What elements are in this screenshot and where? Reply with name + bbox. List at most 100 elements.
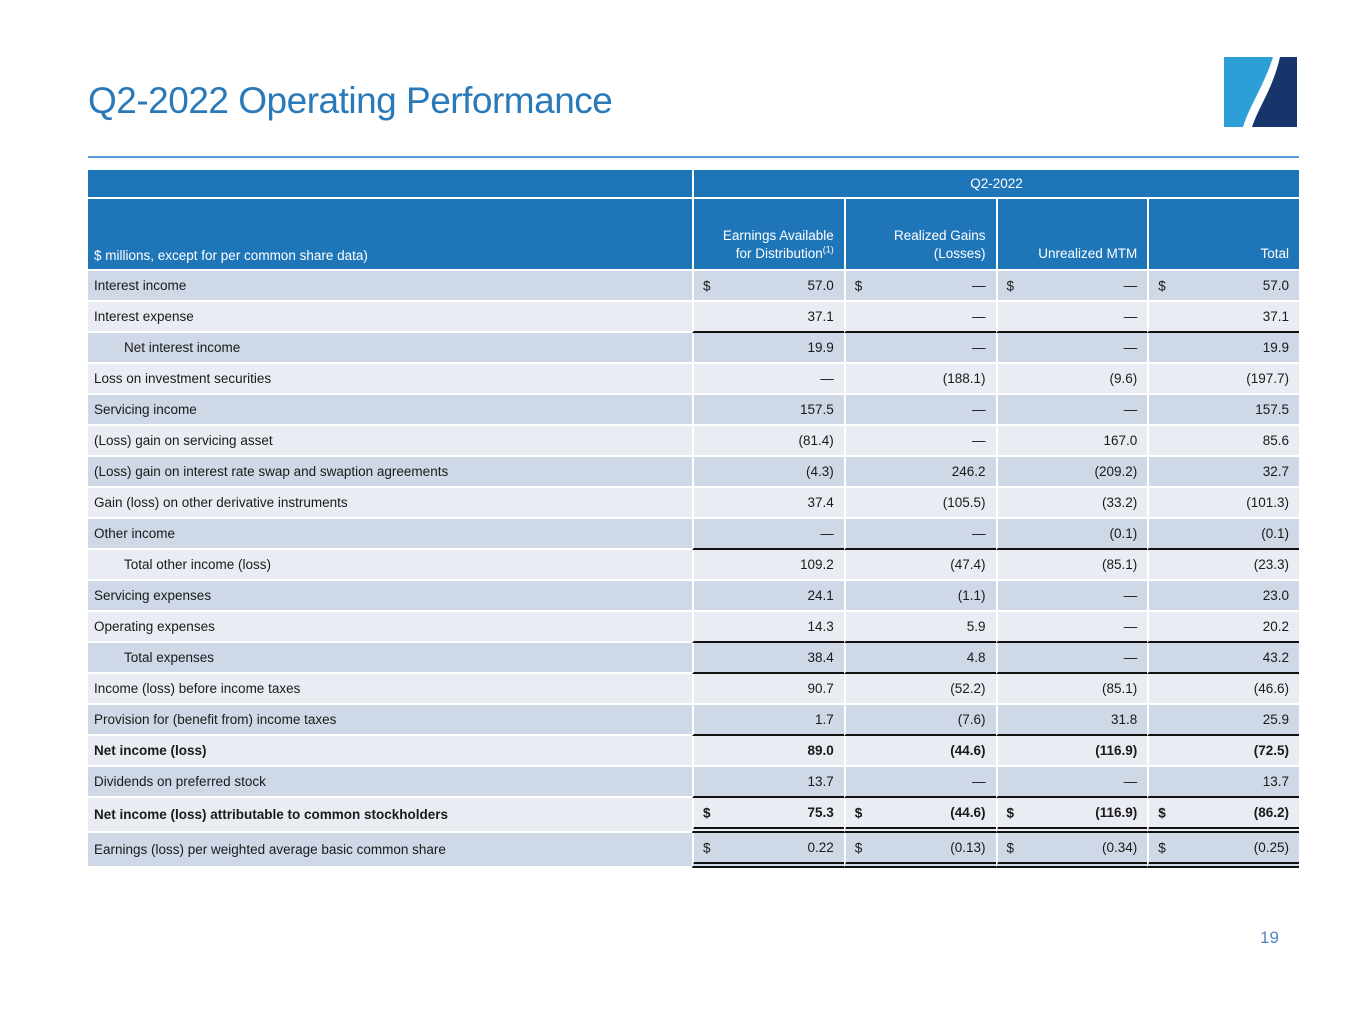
cell-unrealized-mtm: (116.9) xyxy=(995,736,1148,767)
cell-earnings-available: 13.7 xyxy=(692,767,844,798)
column-header-unrealized-mtm: Unrealized MTM xyxy=(995,199,1148,271)
cell-earnings-available: 38.4 xyxy=(692,643,844,674)
cell-earnings-available: 24.1 xyxy=(692,581,844,612)
cell-realized-gains: (1.1) xyxy=(843,581,996,612)
cell-total: 32.7 xyxy=(1147,457,1300,488)
table-row: Gain (loss) on other derivative instrume… xyxy=(88,488,1300,519)
cell-total: (23.3) xyxy=(1147,550,1300,581)
table-row: Servicing income 157.5 — — 157.5 xyxy=(88,395,1300,426)
table-row: Dividends on preferred stock 13.7 — — 13… xyxy=(88,767,1300,798)
cell-unrealized-mtm: (33.2) xyxy=(995,488,1148,519)
cell-unrealized-mtm: — xyxy=(995,302,1148,333)
row-label: Operating expenses xyxy=(88,612,692,643)
column-header-row: $ millions, except for per common share … xyxy=(88,199,1300,271)
logo-navy-shape xyxy=(1252,57,1297,127)
row-label: Other income xyxy=(88,519,692,550)
cell-unrealized-mtm: — xyxy=(995,767,1148,798)
dollar-sign: $ xyxy=(854,278,863,293)
footnote-marker: (1) xyxy=(822,244,834,255)
row-label: Loss on investment securities xyxy=(88,364,692,395)
row-label: Provision for (benefit from) income taxe… xyxy=(88,705,692,736)
cell-realized-gains: (7.6) xyxy=(843,705,996,736)
table-row: Servicing expenses 24.1 (1.1) — 23.0 xyxy=(88,581,1300,612)
company-logo xyxy=(1224,57,1297,127)
table-row: Loss on investment securities — (188.1) … xyxy=(88,364,1300,395)
cell-realized-gains: (44.6) xyxy=(843,736,996,767)
table-row: Other income — — (0.1) (0.1) xyxy=(88,519,1300,550)
cell-total: $ (0.25) xyxy=(1147,833,1300,868)
cell-unrealized-mtm: — xyxy=(995,581,1148,612)
cell-realized-gains: — xyxy=(843,395,996,426)
table-row: Net income (loss) 89.0 (44.6) (116.9) (7… xyxy=(88,736,1300,767)
cell-total: 13.7 xyxy=(1147,767,1300,798)
cell-earnings-available: — xyxy=(692,364,844,395)
table-row: Net interest income 19.9 — — 19.9 xyxy=(88,333,1300,364)
cell-realized-gains: — xyxy=(843,302,996,333)
dollar-sign: $ xyxy=(1006,805,1015,820)
row-label: Gain (loss) on other derivative instrume… xyxy=(88,488,692,519)
cell-total: 23.0 xyxy=(1147,581,1300,612)
cell-realized-gains: $ (0.13) xyxy=(843,833,996,868)
cell-total: 37.1 xyxy=(1147,302,1300,333)
dollar-sign: $ xyxy=(854,840,863,855)
dollar-sign: $ xyxy=(703,278,711,293)
dollar-sign: $ xyxy=(703,805,711,820)
cell-unrealized-mtm: — xyxy=(995,643,1148,674)
table-header: Q2-2022 $ millions, except for per commo… xyxy=(88,170,1300,271)
cell-unrealized-mtm: 31.8 xyxy=(995,705,1148,736)
table-row: Interest income $57.0 $ — $ — $57.0 xyxy=(88,271,1300,302)
quarter-header: Q2-2022 xyxy=(692,170,1300,199)
cell-realized-gains: — xyxy=(843,333,996,364)
cell-earnings-available: $75.3 xyxy=(692,798,844,833)
row-label: Total expenses xyxy=(88,643,692,674)
dollar-sign: $ xyxy=(1006,840,1015,855)
dollar-sign: $ xyxy=(1158,840,1166,855)
cell-earnings-available: 90.7 xyxy=(692,674,844,705)
cell-realized-gains: 5.9 xyxy=(843,612,996,643)
dollar-sign: $ xyxy=(1006,278,1015,293)
cell-unrealized-mtm: — xyxy=(995,395,1148,426)
row-label: Total other income (loss) xyxy=(88,550,692,581)
column-header-realized-gains: Realized Gains (Losses) xyxy=(843,199,996,271)
cell-unrealized-mtm: (85.1) xyxy=(995,550,1148,581)
cell-total: (197.7) xyxy=(1147,364,1300,395)
cell-total: 43.2 xyxy=(1147,643,1300,674)
cell-unrealized-mtm: 167.0 xyxy=(995,426,1148,457)
cell-total: 157.5 xyxy=(1147,395,1300,426)
cell-earnings-available: 37.1 xyxy=(692,302,844,333)
cell-earnings-available: 1.7 xyxy=(692,705,844,736)
cell-total: (72.5) xyxy=(1147,736,1300,767)
cell-earnings-available: $0.22 xyxy=(692,833,844,868)
dollar-sign: $ xyxy=(703,840,711,855)
table-body: Interest income $57.0 $ — $ — $57.0 Intere… xyxy=(88,271,1300,868)
cell-unrealized-mtm: $ (0.34) xyxy=(995,833,1148,868)
cell-unrealized-mtm: $ (116.9) xyxy=(995,798,1148,833)
table-row: Earnings (loss) per weighted average bas… xyxy=(88,833,1300,868)
cell-total: (46.6) xyxy=(1147,674,1300,705)
cell-realized-gains: 4.8 xyxy=(843,643,996,674)
cell-realized-gains: — xyxy=(843,519,996,550)
row-label: (Loss) gain on interest rate swap and sw… xyxy=(88,457,692,488)
cell-realized-gains: (188.1) xyxy=(843,364,996,395)
cell-earnings-available: 157.5 xyxy=(692,395,844,426)
performance-table: Q2-2022 $ millions, except for per commo… xyxy=(88,170,1300,868)
cell-realized-gains: $ (44.6) xyxy=(843,798,996,833)
row-label: Interest expense xyxy=(88,302,692,333)
cell-earnings-available: $57.0 xyxy=(692,271,844,302)
performance-table-wrapper: Q2-2022 $ millions, except for per commo… xyxy=(88,170,1300,868)
cell-realized-gains: 246.2 xyxy=(843,457,996,488)
cell-total: 25.9 xyxy=(1147,705,1300,736)
logo-light-blue-shape xyxy=(1224,57,1273,127)
row-label: Net income (loss) xyxy=(88,736,692,767)
row-label: Earnings (loss) per weighted average bas… xyxy=(88,833,692,868)
cell-unrealized-mtm: (0.1) xyxy=(995,519,1148,550)
cell-total: $ (86.2) xyxy=(1147,798,1300,833)
cell-earnings-available: (4.3) xyxy=(692,457,844,488)
cell-unrealized-mtm: $ — xyxy=(995,271,1148,302)
page-title: Q2-2022 Operating Performance xyxy=(88,80,613,121)
table-row: Net income (loss) attributable to common… xyxy=(88,798,1300,833)
cell-earnings-available: 109.2 xyxy=(692,550,844,581)
cell-total: 20.2 xyxy=(1147,612,1300,643)
row-label: Interest income xyxy=(88,271,692,302)
